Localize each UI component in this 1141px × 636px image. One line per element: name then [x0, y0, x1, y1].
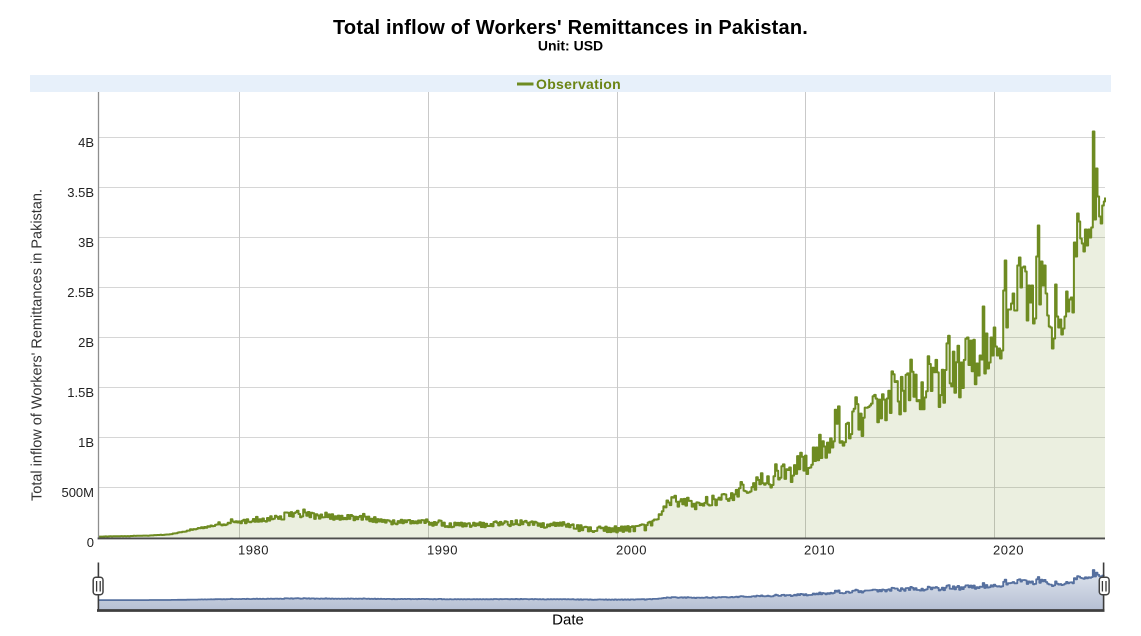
svg-text:Unit: USD: Unit: USD — [538, 38, 603, 54]
svg-text:1980: 1980 — [238, 543, 269, 558]
svg-text:2000: 2000 — [616, 543, 647, 558]
svg-text:Total inflow of Workers' Remit: Total inflow of Workers' Remittances in … — [30, 189, 46, 501]
svg-text:Date: Date — [552, 612, 584, 629]
svg-text:Observation: Observation — [536, 76, 621, 92]
svg-text:2020: 2020 — [993, 543, 1024, 558]
svg-text:Total inflow of Workers' Remit: Total inflow of Workers' Remittances in … — [333, 17, 808, 39]
svg-text:3.5B: 3.5B — [67, 185, 94, 200]
svg-text:500M: 500M — [61, 485, 94, 500]
svg-text:1990: 1990 — [427, 543, 458, 558]
svg-text:2.5B: 2.5B — [67, 285, 94, 300]
svg-text:1B: 1B — [78, 435, 94, 450]
svg-text:4B: 4B — [78, 135, 94, 150]
svg-text:3B: 3B — [78, 235, 94, 250]
svg-text:2010: 2010 — [804, 543, 835, 558]
svg-text:2B: 2B — [78, 335, 94, 350]
svg-text:1.5B: 1.5B — [67, 385, 94, 400]
svg-text:0: 0 — [87, 535, 94, 550]
